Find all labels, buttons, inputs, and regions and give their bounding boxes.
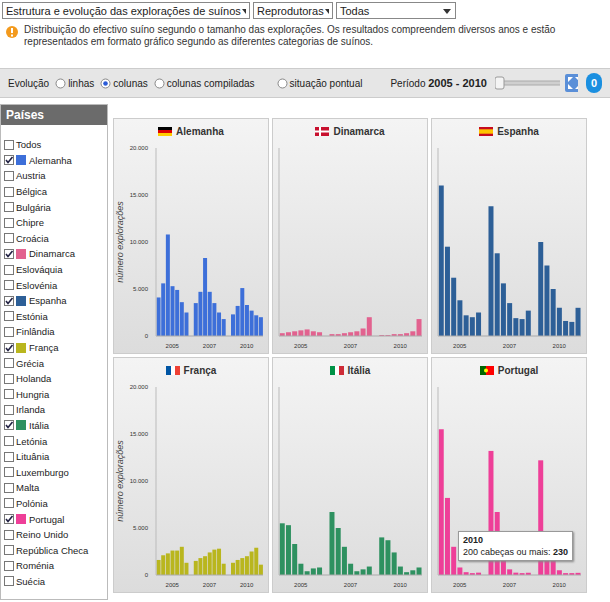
html-text:Reino Unido: Reino Unido — [16, 529, 69, 541]
html-text:Evolução: Evolução — [8, 77, 50, 89]
html-text:Estónia: Estónia — [16, 310, 48, 322]
svg-text:2005: 2005 — [294, 582, 308, 588]
svg-text:5.000: 5.000 — [133, 525, 149, 531]
svg-text:2010: 2010 — [394, 582, 408, 588]
svg-text:2010: 2010 — [553, 343, 567, 349]
html-text:0: 0 — [591, 77, 598, 89]
html-text:Austria: Austria — [16, 170, 46, 182]
html-text:linhas: linhas — [68, 77, 95, 89]
svg-text:2007: 2007 — [344, 343, 358, 349]
svg-text:2010: 2010 — [553, 582, 567, 588]
svg-text:10.000: 10.000 — [130, 478, 149, 484]
html-text:Período 2005 - 2010: Período 2005 - 2010 — [390, 77, 487, 89]
svg-text:2005: 2005 — [166, 582, 180, 588]
html-text:Todos: Todos — [16, 139, 42, 151]
html-text:Malta: Malta — [16, 482, 40, 494]
html-text:Alemanha: Alemanha — [176, 125, 224, 137]
html-text:colunas compiladas: colunas compiladas — [166, 77, 255, 89]
html-text:Irlanda: Irlanda — [16, 404, 46, 416]
html-text:França: França — [183, 364, 217, 376]
html-text:Polónia: Polónia — [16, 498, 48, 509]
html-text:colunas: colunas — [113, 77, 148, 89]
html-text:Dinamarca: Dinamarca — [29, 248, 75, 260]
html-text:Croácia: Croácia — [16, 232, 49, 244]
html-text:Holanda: Holanda — [16, 373, 52, 385]
html-text:Reprodutoras: Reprodutoras — [257, 4, 324, 17]
svg-text:número explorações: número explorações — [115, 440, 125, 522]
html-text:Alemanha: Alemanha — [29, 154, 72, 166]
html-text:França: França — [29, 342, 59, 353]
html-text:Dinamarca: Dinamarca — [333, 125, 385, 137]
html-text:Bulgária: Bulgária — [16, 201, 51, 213]
html-text:Finlândia: Finlândia — [16, 326, 55, 338]
svg-text:número explorações: número explorações — [115, 201, 125, 283]
svg-text:2007: 2007 — [203, 582, 217, 588]
html-text:Eslováquia: Eslováquia — [16, 264, 63, 275]
svg-text:2005: 2005 — [294, 343, 308, 349]
svg-text:2005: 2005 — [453, 343, 467, 349]
html-text:Espanha: Espanha — [29, 295, 67, 307]
html-text:Estrutura e evolução das explo: Estrutura e evolução das explorações de … — [6, 4, 241, 17]
html-text:Grécia: Grécia — [16, 357, 44, 369]
svg-text:20.000: 20.000 — [130, 145, 149, 151]
html-text:Lituânia: Lituânia — [16, 451, 50, 463]
svg-text:5.000: 5.000 — [133, 286, 149, 292]
svg-text:15.000: 15.000 — [130, 192, 149, 198]
svg-text:20.000: 20.000 — [130, 384, 149, 390]
html-text:República Checa: República Checa — [16, 544, 89, 556]
svg-text:2005: 2005 — [453, 582, 467, 588]
html-text:Letónia: Letónia — [16, 435, 48, 447]
svg-text:0: 0 — [145, 333, 149, 339]
html-text:Roménia: Roménia — [16, 560, 54, 572]
html-text:Países: Países — [6, 108, 44, 122]
svg-text:15.000: 15.000 — [130, 431, 149, 437]
svg-text:2010: 2010 — [394, 343, 408, 349]
html-text:Luxemburgo: Luxemburgo — [16, 466, 69, 478]
html-text:situação pontual: situação pontual — [289, 77, 363, 89]
html-text:Itália: Itália — [29, 420, 50, 431]
svg-text:2007: 2007 — [344, 582, 358, 588]
svg-text:2010: 2010 — [240, 582, 254, 588]
svg-text:2005: 2005 — [166, 343, 180, 349]
svg-text:2007: 2007 — [203, 343, 217, 349]
html-text:Distribuição do efectivo suíno: Distribuição do efectivo suíno segundo o… — [24, 24, 556, 47]
html-text:Chipre: Chipre — [16, 217, 44, 229]
svg-text:10.000: 10.000 — [130, 239, 149, 245]
html-text:Itália: Itália — [347, 364, 371, 376]
html-text:Hungria: Hungria — [16, 388, 50, 400]
html-text:Bélgica: Bélgica — [16, 186, 48, 198]
html-text:Espanha: Espanha — [497, 125, 539, 137]
svg-text:2007: 2007 — [503, 582, 517, 588]
html-text:2010: 2010 — [463, 535, 483, 545]
html-text:Portugal: Portugal — [497, 364, 539, 376]
svg-text:2007: 2007 — [503, 343, 517, 349]
html-text:Eslovénia: Eslovénia — [16, 279, 58, 291]
html-text:Todas: Todas — [340, 4, 370, 17]
html-text:Portugal: Portugal — [29, 513, 65, 525]
svg-text:0: 0 — [145, 572, 149, 578]
html-text:200 cabeças ou mais: 230: 200 cabeças ou mais: 230 — [463, 547, 569, 557]
svg-text:2010: 2010 — [240, 343, 254, 349]
html-text:Suécia: Suécia — [16, 575, 46, 587]
